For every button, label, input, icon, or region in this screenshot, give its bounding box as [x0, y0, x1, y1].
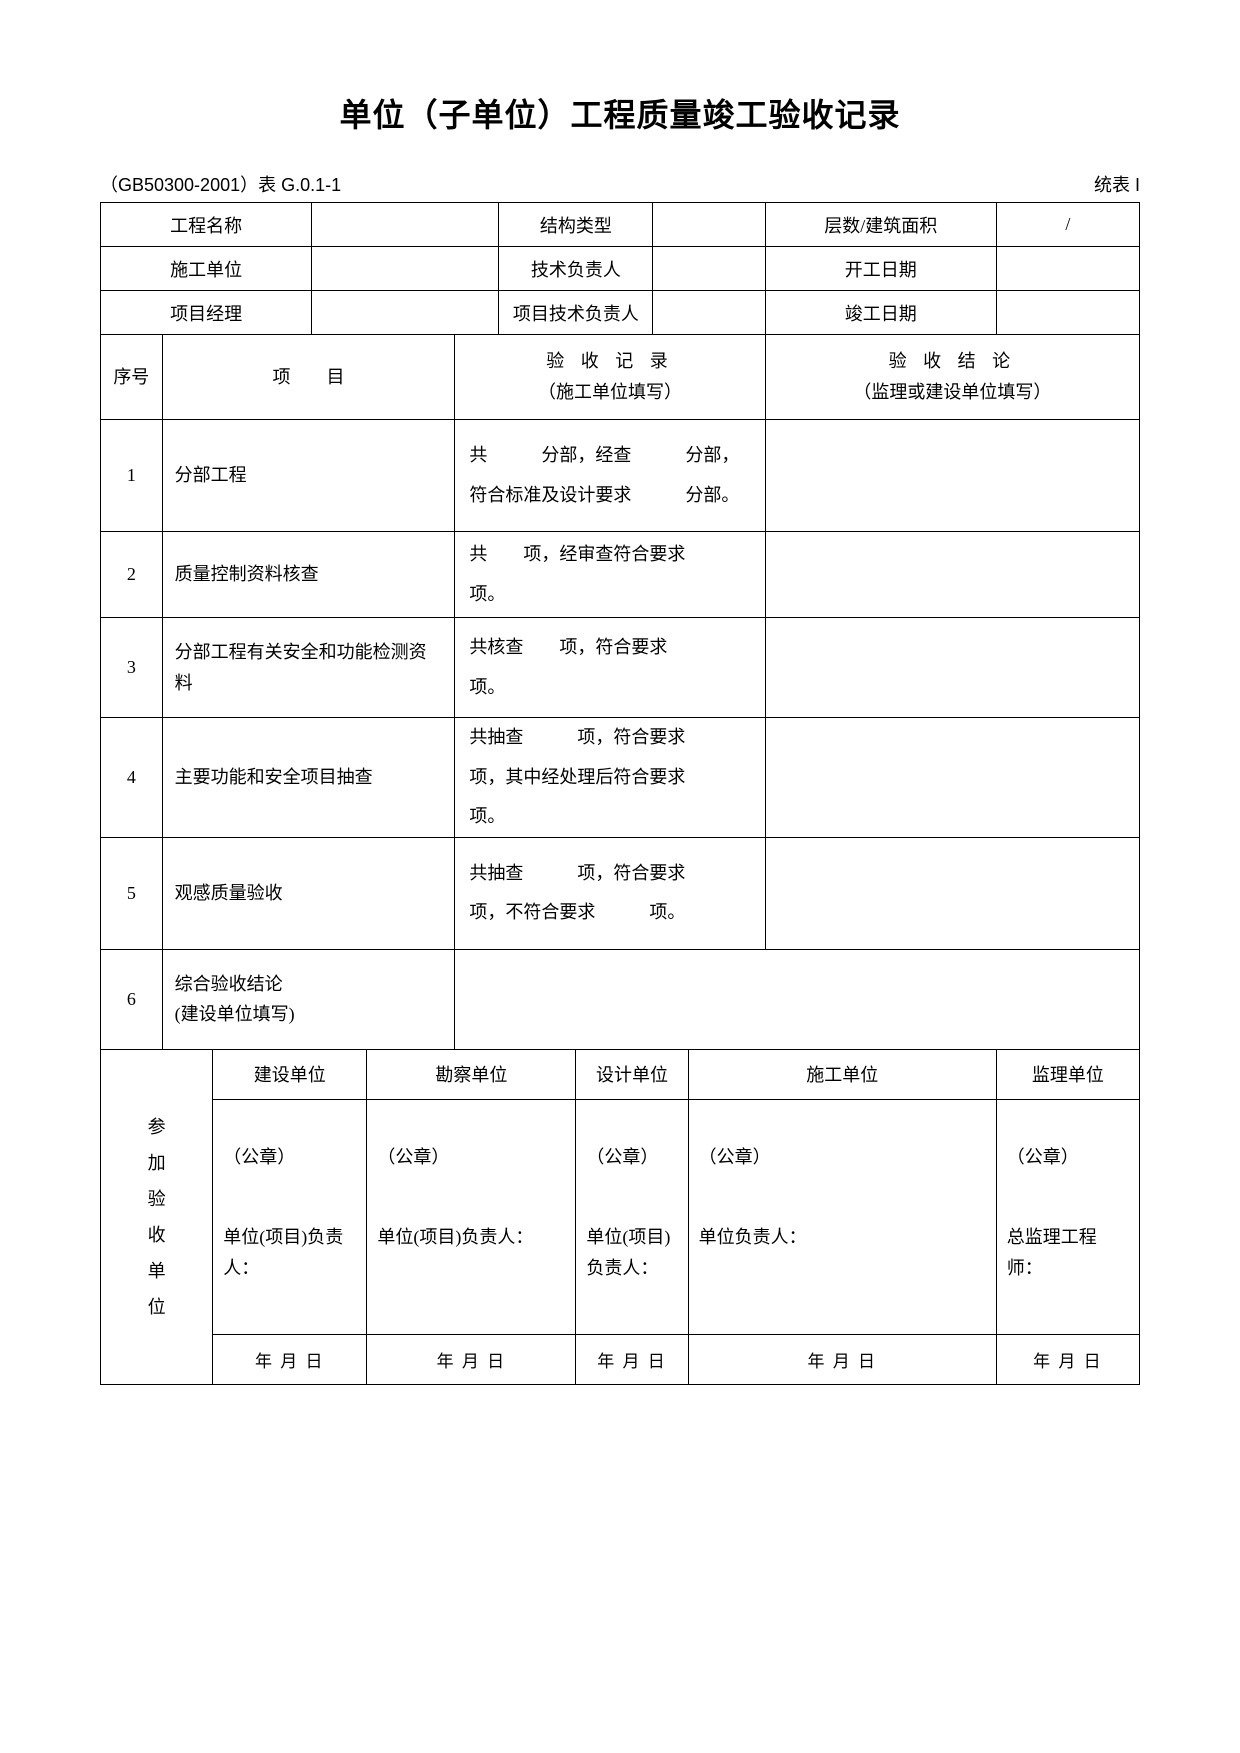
table-row: 3 分部工程有关安全和功能检测资料 共核查 项，符合要求 项。 [101, 618, 1140, 718]
record-header: 验 收 记 录 （施工单位填写） [455, 335, 765, 420]
conclusion-5 [765, 837, 1139, 949]
code-right: 统表 I [1094, 171, 1140, 197]
item-6: 综合验收结论 (建设单位填写) [162, 949, 455, 1049]
code-left: （GB50300-2001）表 G.0.1-1 [100, 171, 341, 197]
signoff-col5-date: 年 月 日 [996, 1334, 1139, 1384]
record-4: 共抽查 项，符合要求 项，其中经处理后符合要求 项。 [455, 718, 765, 838]
conclusion-4 [765, 718, 1139, 838]
project-tech-lead-label: 项目技术负责人 [499, 291, 653, 335]
signoff-col1-person: 单位(项目)负责人： [223, 1222, 356, 1283]
record-5: 共抽查 项，符合要求 项，不符合要求 项。 [455, 837, 765, 949]
completion-date-value [996, 291, 1139, 335]
structure-type-value [653, 203, 765, 247]
record-1: 共 分部，经查 分部，符合标准及设计要求 分部。 [455, 420, 765, 532]
floors-area-label: 层数/建筑面积 [765, 203, 996, 247]
signoff-col3-stamp: （公章） [586, 1142, 677, 1173]
signoff-col2-body: （公章） 单位(项目)负责人： [367, 1099, 576, 1334]
completion-date-label: 竣工日期 [765, 291, 996, 335]
conclusion-header: 验 收 结 论 （监理或建设单位填写） [765, 335, 1139, 420]
signoff-col2-person: 单位(项目)负责人： [377, 1222, 565, 1253]
item-6-line1: 综合验收结论 [175, 974, 283, 994]
seq-6: 6 [101, 949, 163, 1049]
start-date-label: 开工日期 [765, 247, 996, 291]
signoff-col4-date: 年 月 日 [688, 1334, 996, 1384]
table-row: 5 观感质量验收 共抽查 项，符合要求 项，不符合要求 项。 [101, 837, 1140, 949]
signoff-col4-stamp: （公章） [699, 1142, 986, 1173]
table-row: 6 综合验收结论 (建设单位填写) [101, 949, 1140, 1049]
tech-lead-label: 技术负责人 [499, 247, 653, 291]
conclusion-1 [765, 420, 1139, 532]
signoff-col5-body: （公章） 总监理工程师： [996, 1099, 1139, 1334]
signoff-header-row: 参加验收单位 建设单位 勘察单位 设计单位 施工单位 监理单位 [101, 1049, 1140, 1099]
signoff-col3-person: 单位(项目)负责人： [586, 1222, 677, 1283]
table-row: 4 主要功能和安全项目抽查 共抽查 项，符合要求 项，其中经处理后符合要求 项。 [101, 718, 1140, 838]
seq-3: 3 [101, 618, 163, 718]
item-1: 分部工程 [162, 420, 455, 532]
document-title: 单位（子单位）工程质量竣工验收记录 [100, 90, 1140, 136]
project-name-value [312, 203, 499, 247]
item-2: 质量控制资料核查 [162, 532, 455, 618]
seq-1: 1 [101, 420, 163, 532]
contractor-label: 施工单位 [101, 247, 312, 291]
seq-4: 4 [101, 718, 163, 838]
subheader: （GB50300-2001）表 G.0.1-1 统表 I [100, 171, 1140, 197]
signoff-col2-stamp: （公章） [377, 1142, 565, 1173]
signoff-col3-name: 设计单位 [576, 1049, 688, 1099]
signoff-col1-stamp: （公章） [223, 1142, 356, 1173]
record-3: 共核查 项，符合要求 项。 [455, 618, 765, 718]
item-4: 主要功能和安全项目抽查 [162, 718, 455, 838]
project-tech-lead-value [653, 291, 765, 335]
signoff-col4-body: （公章） 单位负责人： [688, 1099, 996, 1334]
signoff-col1-body: （公章） 单位(项目)负责人： [213, 1099, 367, 1334]
record-header-line1: 验 收 记 录 [546, 351, 674, 371]
seq-header: 序号 [101, 335, 163, 420]
signoff-col5-name: 监理单位 [996, 1049, 1139, 1099]
project-name-label: 工程名称 [101, 203, 312, 247]
record-header-line2: （施工单位填写） [538, 382, 682, 402]
signoff-side-label: 参加验收单位 [101, 1049, 213, 1384]
header-row-2: 施工单位 技术负责人 开工日期 [101, 247, 1140, 291]
start-date-value [996, 247, 1139, 291]
conclusion-6 [455, 949, 1140, 1049]
signoff-col3-date: 年 月 日 [576, 1334, 688, 1384]
item-3: 分部工程有关安全和功能检测资料 [162, 618, 455, 718]
signoff-col5-person: 总监理工程师： [1007, 1222, 1129, 1283]
signoff-col1-name: 建设单位 [213, 1049, 367, 1099]
signoff-col3-body: （公章） 单位(项目)负责人： [576, 1099, 688, 1334]
header-row-3: 项目经理 项目技术负责人 竣工日期 [101, 291, 1140, 335]
pm-label: 项目经理 [101, 291, 312, 335]
pm-value [312, 291, 499, 335]
section-header-row: 序号 项 目 验 收 记 录 （施工单位填写） 验 收 结 论 （监理或建设单位… [101, 335, 1140, 420]
conclusion-header-line1: 验 收 结 论 [889, 351, 1017, 371]
signoff-col2-date: 年 月 日 [367, 1334, 576, 1384]
signoff-col5-stamp: （公章） [1007, 1142, 1129, 1173]
item-header: 项 目 [162, 335, 455, 420]
main-table: 工程名称 结构类型 层数/建筑面积 / 施工单位 技术负责人 开工日期 项目经理… [100, 202, 1140, 1385]
signoff-body-row: （公章） 单位(项目)负责人： （公章） 单位(项目)负责人： （公章） 单位(… [101, 1099, 1140, 1334]
signoff-date-row: 年 月 日 年 月 日 年 月 日 年 月 日 年 月 日 [101, 1334, 1140, 1384]
seq-2: 2 [101, 532, 163, 618]
contractor-value [312, 247, 499, 291]
signoff-col1-date: 年 月 日 [213, 1334, 367, 1384]
table-row: 1 分部工程 共 分部，经查 分部，符合标准及设计要求 分部。 [101, 420, 1140, 532]
tech-lead-value [653, 247, 765, 291]
seq-5: 5 [101, 837, 163, 949]
record-2: 共 项，经审查符合要求 项。 [455, 532, 765, 618]
signoff-col4-person: 单位负责人： [699, 1222, 986, 1253]
conclusion-header-line2: （监理或建设单位填写） [853, 382, 1051, 402]
signoff-col2-name: 勘察单位 [367, 1049, 576, 1099]
structure-type-label: 结构类型 [499, 203, 653, 247]
header-row-1: 工程名称 结构类型 层数/建筑面积 / [101, 203, 1140, 247]
item-6-line2: (建设单位填写) [175, 1004, 295, 1024]
floors-area-value: / [996, 203, 1139, 247]
conclusion-3 [765, 618, 1139, 718]
table-row: 2 质量控制资料核查 共 项，经审查符合要求 项。 [101, 532, 1140, 618]
signoff-col4-name: 施工单位 [688, 1049, 996, 1099]
conclusion-2 [765, 532, 1139, 618]
item-5: 观感质量验收 [162, 837, 455, 949]
